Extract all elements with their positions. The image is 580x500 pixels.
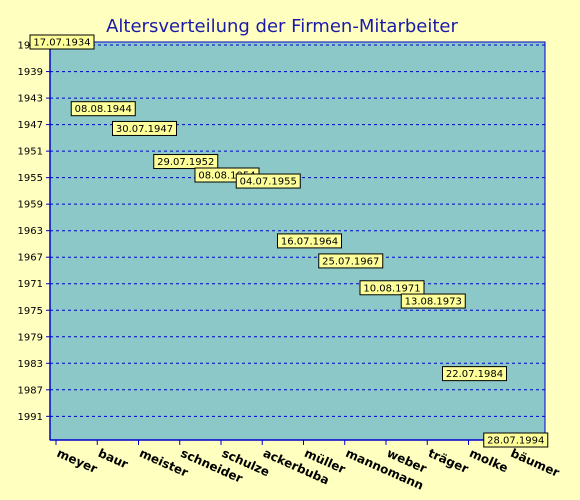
y-tick-label: 1963 [18, 226, 43, 237]
data-label-box [70, 101, 136, 117]
data-label: 04.07.1955 [235, 173, 301, 189]
y-tick-label: 1987 [18, 385, 43, 396]
y-tick-label: 1991 [18, 412, 43, 423]
data-label-text: 25.07.1967 [322, 256, 379, 267]
data-label-box [318, 253, 384, 269]
data-label: 28.07.1994 [483, 432, 549, 448]
data-label-text: 04.07.1955 [240, 177, 297, 188]
data-label: 17.07.1934 [29, 34, 95, 50]
data-label: 13.08.1973 [400, 293, 466, 309]
data-label-text: 16.07.1964 [281, 236, 338, 247]
y-tick-label: 1975 [18, 306, 43, 317]
x-tick-label: meyer [55, 446, 100, 476]
data-label: 16.07.1964 [277, 233, 342, 249]
y-tick-label: 1955 [18, 173, 43, 184]
axes [49, 41, 546, 441]
data-label-text: 28.07.1994 [487, 436, 544, 447]
chart-title: Altersverteilung der Firmen-Mitarbeiter [106, 16, 458, 37]
x-tick-label: baur [96, 446, 130, 471]
y-tick-label: 1951 [18, 147, 43, 158]
data-label-text: 08.08.1944 [75, 104, 132, 115]
x-tick-label: molke [467, 446, 510, 475]
data-label-text: 08.08.1954 [198, 170, 255, 181]
data-label: 30.07.1947 [112, 120, 177, 136]
data-label-text: 17.07.1934 [33, 38, 90, 49]
data-label: 25.07.1967 [318, 253, 384, 269]
data-label-box [112, 120, 177, 136]
data-label-text: 22.07.1984 [446, 369, 503, 380]
data-label-box [400, 293, 466, 309]
data-labels: 17.07.1934 08.08.1944 30.07.1947 29.07.1952… [29, 34, 549, 448]
x-tick-label: träger [426, 446, 471, 476]
data-label-box [153, 154, 219, 170]
data-label: 08.08.1944 [70, 101, 136, 117]
data-label-box [29, 34, 95, 50]
y-tick-label: 1983 [18, 359, 43, 370]
y-tick-label: 1939 [18, 67, 43, 78]
y-tick-label: 1947 [18, 120, 43, 131]
data-label: 29.07.1952 [153, 154, 219, 170]
data-label: 22.07.1984 [442, 366, 507, 382]
y-tick-label: 1971 [18, 279, 43, 290]
y-tick-label: 1979 [18, 332, 43, 343]
data-label-box [483, 432, 549, 448]
x-tick-label: bäumer [509, 446, 562, 480]
y-axis-ticks: 1935193919431947195119551959196319671971… [18, 41, 50, 423]
data-label-text: 29.07.1952 [157, 157, 214, 168]
data-label-box [235, 173, 301, 189]
data-label: 10.08.1971 [359, 280, 425, 296]
data-label-text: 30.07.1947 [116, 124, 173, 135]
data-label-box [442, 366, 507, 382]
data-label-box [277, 233, 342, 249]
gridlines [50, 44, 545, 417]
data-label-text: 10.08.1971 [363, 283, 420, 294]
y-tick-label: 1959 [18, 200, 43, 211]
data-label-text: 13.08.1973 [405, 297, 462, 308]
y-tick-label: 1943 [18, 94, 43, 105]
y-tick-label: 1967 [18, 253, 43, 264]
data-label-box [359, 280, 425, 296]
